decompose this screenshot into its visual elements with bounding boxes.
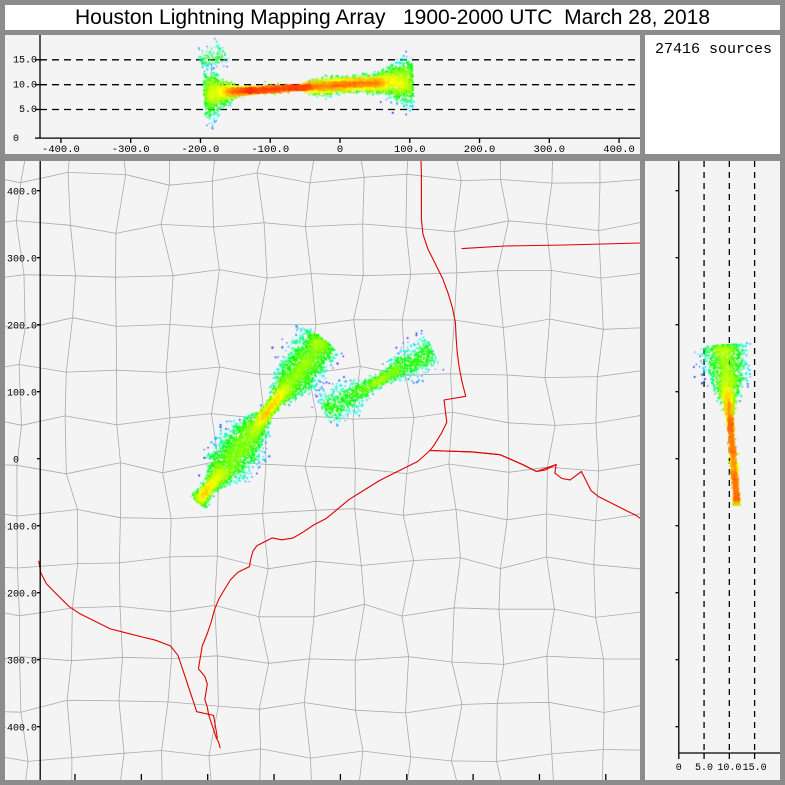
svg-text:100.0: 100.0 — [7, 388, 37, 399]
svg-text:0: 0 — [13, 455, 19, 466]
svg-text:10.0: 10.0 — [717, 763, 741, 774]
svg-text:200.0: 200.0 — [464, 144, 496, 154]
svg-text:-400.0: -400.0 — [42, 144, 80, 154]
svg-text:300.0: 300.0 — [534, 144, 566, 154]
svg-text:0: 0 — [337, 144, 343, 154]
svg-text:-100.0: -100.0 — [251, 144, 289, 154]
svg-text:400.0: 400.0 — [7, 187, 37, 198]
svg-text:-300.0: -300.0 — [5, 656, 37, 667]
svg-text:-300.0: -300.0 — [112, 144, 150, 154]
svg-text:-400.0: -400.0 — [5, 723, 37, 734]
svg-text:0: 0 — [676, 763, 682, 774]
svg-text:-200.0: -200.0 — [182, 144, 220, 154]
svg-text:400.0: 400.0 — [603, 144, 635, 154]
svg-text:15.0: 15.0 — [743, 763, 767, 774]
svg-text:100.0: 100.0 — [394, 144, 426, 154]
svg-text:-200.0: -200.0 — [5, 589, 37, 600]
svg-text:5.0: 5.0 — [695, 763, 713, 774]
svg-text:-100.0: -100.0 — [5, 522, 37, 533]
svg-text:200.0: 200.0 — [7, 321, 37, 332]
svg-text:300.0: 300.0 — [7, 254, 37, 265]
